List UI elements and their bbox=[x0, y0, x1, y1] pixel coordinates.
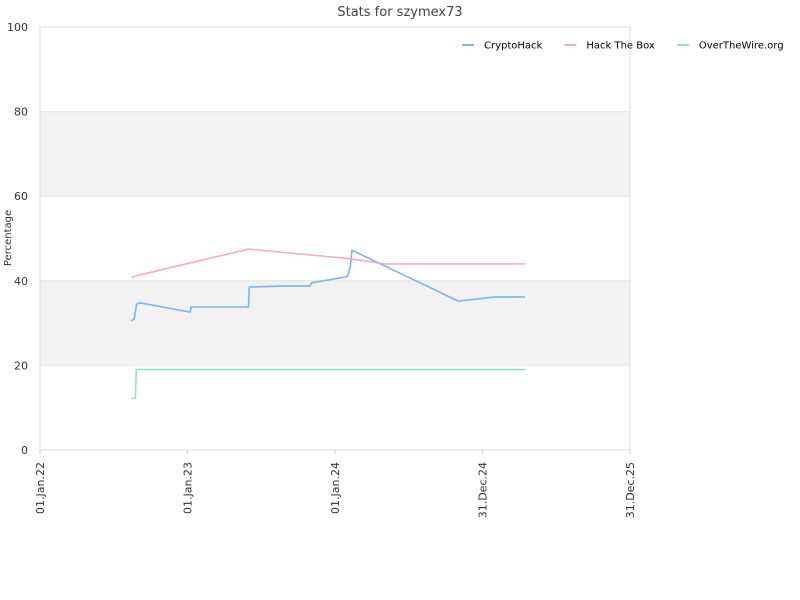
y-tick-label: 20 bbox=[14, 359, 28, 372]
y-tick-label: 100 bbox=[7, 21, 28, 34]
series-lines bbox=[130, 248, 525, 400]
x-tick-label: 01.Jan.24 bbox=[329, 462, 342, 514]
plot-band bbox=[40, 111, 630, 197]
legend: CryptoHack Hack The Box OverTheWire.org bbox=[462, 41, 784, 52]
x-tick-label: 31.Dec.25 bbox=[624, 462, 637, 518]
series-line-overthewire-org bbox=[131, 368, 525, 400]
legend-label-overthewire-org: OverTheWire.org bbox=[699, 41, 784, 52]
plot-band bbox=[40, 280, 630, 366]
grid-lines bbox=[40, 26, 630, 451]
y-axis-ticks: 0 20 40 60 80 100 bbox=[7, 21, 28, 457]
y-tick-label: 60 bbox=[14, 190, 28, 203]
plot-area bbox=[39, 26, 631, 451]
y-tick-label: 40 bbox=[14, 275, 28, 288]
legend-label-hack-the-box: Hack The Box bbox=[586, 41, 655, 52]
y-tick-label: 80 bbox=[14, 106, 28, 119]
x-axis-ticks: 01.Jan.22 01.Jan.23 01.Jan.24 31.Dec.24 31.D… bbox=[34, 450, 637, 518]
plot-bands bbox=[40, 111, 630, 366]
y-axis-label: Percentage bbox=[3, 210, 14, 266]
y-tick-label: 0 bbox=[21, 444, 28, 457]
chart-title: Stats for szymex73 bbox=[337, 5, 462, 20]
series-line-cryptohack bbox=[130, 249, 525, 322]
x-tick-label: 01.Jan.22 bbox=[34, 462, 47, 514]
legend-label-cryptohack: CryptoHack bbox=[484, 41, 543, 52]
x-tick-label: 31.Dec.24 bbox=[477, 462, 490, 518]
x-tick-label: 01.Jan.23 bbox=[182, 462, 195, 514]
series-line-hack-the-box bbox=[131, 248, 525, 279]
